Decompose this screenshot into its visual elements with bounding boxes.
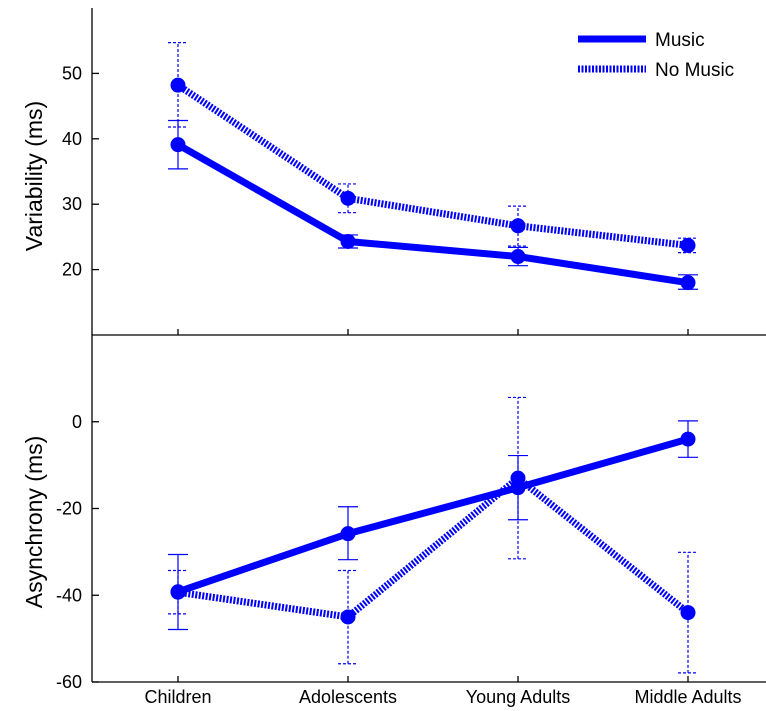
- top-music-line: [176, 141, 689, 287]
- top-y-tick-label: 50: [62, 63, 82, 83]
- top-y-axis-title: Variability (ms): [21, 101, 47, 251]
- top-no-music-point-young-adults: [510, 218, 526, 234]
- bottom-music-point-middle-adults: [680, 431, 696, 447]
- bottom-y-tick-label: -40: [56, 585, 82, 605]
- top-no-music-point-children: [170, 77, 186, 93]
- x-tick-label-adolescents: Adolescents: [299, 687, 397, 707]
- bottom-y-tick-label: 0: [72, 412, 82, 432]
- top-music-point-middle-adults: [680, 275, 696, 291]
- x-tick-label-middle-adults: Middle Adults: [634, 687, 741, 707]
- top-no-music-point-adolescents: [340, 190, 356, 206]
- legend-label-music: Music: [655, 30, 705, 51]
- top-y-tick-label: 40: [62, 129, 82, 149]
- top-no-music-point-middle-adults: [680, 237, 696, 253]
- top-music-series: [168, 119, 698, 291]
- bottom-music-line: [176, 435, 689, 596]
- bottom-no-music-point-middle-adults: [680, 605, 696, 621]
- bottom-no-music-line: [177, 474, 691, 621]
- bottom-y-tick-label: -60: [56, 672, 82, 692]
- bottom-music-point-adolescents: [340, 526, 356, 542]
- top-y-tick-label: 20: [62, 260, 82, 280]
- top-no-music-series: [168, 42, 698, 254]
- top-music-point-children: [170, 137, 186, 153]
- bottom-no-music-point-adolescents: [340, 609, 356, 625]
- bottom-music-point-young-adults: [510, 480, 526, 496]
- bottom-y-tick-label: -20: [56, 499, 82, 519]
- bottom-y-axis-title: Asynchrony (ms): [21, 436, 47, 609]
- x-tick-label-young-adults: Young Adults: [466, 687, 570, 707]
- legend-label-no-music: No Music: [655, 60, 734, 81]
- bottom-music-series: [168, 420, 698, 631]
- legend: Music No Music: [578, 30, 734, 81]
- bottom-music-point-children: [170, 584, 186, 600]
- x-tick-label-children: Children: [144, 687, 211, 707]
- bottom-no-music-series: [168, 396, 698, 674]
- top-music-point-young-adults: [510, 249, 526, 265]
- top-y-tick-label: 30: [62, 194, 82, 214]
- top-music-point-adolescents: [340, 233, 356, 249]
- top-no-music-line: [176, 82, 689, 249]
